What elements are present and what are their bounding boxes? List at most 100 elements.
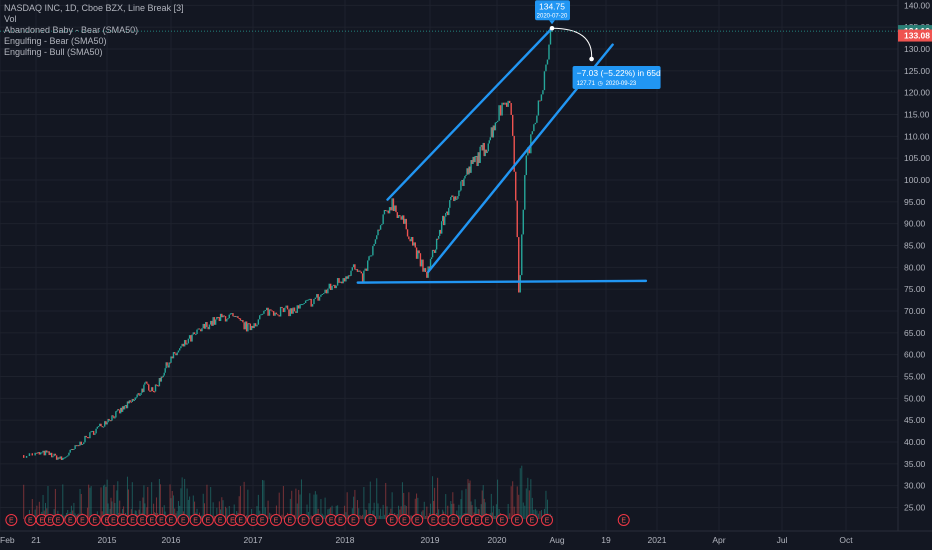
earnings-marker-label: E [315,518,320,525]
candle [198,328,201,330]
candle [534,122,537,125]
volume-bar [364,509,366,519]
earnings-marker-icon [297,514,310,526]
volume-bar [482,485,484,519]
candle [405,218,407,230]
time-axis[interactable]: Feb 21 2015 2016 2017 2018 2019 2020 Aug 19 2021 Ap… [0,530,932,545]
candle [244,321,247,330]
y-tick-label: 60.00 [904,350,926,360]
volume-bar [433,500,435,519]
candle [498,105,500,121]
candle [450,197,452,201]
volume-bar [490,493,492,519]
volume-bar [186,488,188,519]
candle [205,322,207,329]
volume-bar [107,503,109,519]
candle [228,314,230,319]
candle [191,334,193,342]
volume-bar [380,508,382,519]
earnings-marker-label: E [149,518,154,525]
candle [406,229,409,237]
indicator-vol[interactable]: Vol [4,14,17,24]
candle [410,236,413,242]
candle [44,450,47,456]
earnings-marker-icon [347,514,360,526]
indicator-abandoned-baby-bear[interactable]: Abandoned Baby - Bear (SMA50) [4,25,139,35]
volume-bar [101,511,103,519]
candle [127,401,130,404]
earnings-marker-label: E [206,518,211,525]
candle [91,430,94,432]
earnings-marker-label: E [485,518,490,525]
candle [39,452,42,455]
volume-bar [170,498,172,519]
candle [521,234,523,276]
volume-bar [362,514,364,519]
indicator-engulfing-bear[interactable]: Engulfing - Bear (SMA50) [4,36,107,46]
candle [394,205,396,212]
indicator-engulfing-bull[interactable]: Engulfing - Bull (SMA50) [4,47,103,57]
candle [123,405,126,410]
candle [481,145,483,151]
volume-bar [53,509,55,519]
earnings-marker-label: E [111,518,116,525]
high-date: 2020-07-20 [537,13,568,19]
earnings-marker-label: E [169,518,174,525]
volume-bar [456,510,458,519]
candle [59,456,62,459]
candle [134,397,136,401]
candle [504,102,506,105]
volume-bar [513,506,515,519]
x-tick-label: 2017 [244,535,263,545]
candle [468,166,470,175]
candle [460,181,462,191]
volume-bar [528,490,530,519]
candle [464,175,466,179]
candle [479,146,481,163]
volume-bar [75,515,77,519]
candle [63,457,65,459]
volume-bar [324,497,326,519]
volume-bar [345,512,347,519]
earnings-marker-label: E [475,518,480,525]
volume-bar [360,515,362,519]
candle [238,318,240,320]
candle [126,401,129,409]
candle [117,409,119,411]
volume-bar [264,507,266,519]
symbol-title[interactable]: NASDAQ INC, 1D, Cboe BZX, Line Break [3] [4,3,184,13]
candle [513,135,515,172]
volume-bar [453,503,455,519]
volume-bar [117,481,119,519]
volume-bar [531,497,533,519]
volume-bar [310,515,312,519]
volume-bar [262,480,264,519]
volume-bar [543,508,545,519]
candle [52,456,54,458]
candle [476,156,478,167]
volume-bar [105,486,107,519]
earnings-marker-icon [511,514,523,526]
volume-bar [344,505,346,519]
earnings-marker-icon [526,514,538,526]
candle [70,449,73,451]
candle [377,229,379,236]
volume-bar [194,501,196,519]
volume-bar [228,506,230,519]
candle [471,160,473,165]
candle [92,430,95,435]
candle [231,313,233,315]
candle [404,218,406,224]
candle [226,319,228,322]
volume-bar [534,508,536,519]
candle [218,317,221,322]
candle [101,426,103,428]
volume-bar [521,465,523,519]
volume-bar [222,500,224,519]
candle [167,365,169,368]
candle [524,175,526,210]
candle [279,306,282,317]
volume-bar [256,506,258,519]
